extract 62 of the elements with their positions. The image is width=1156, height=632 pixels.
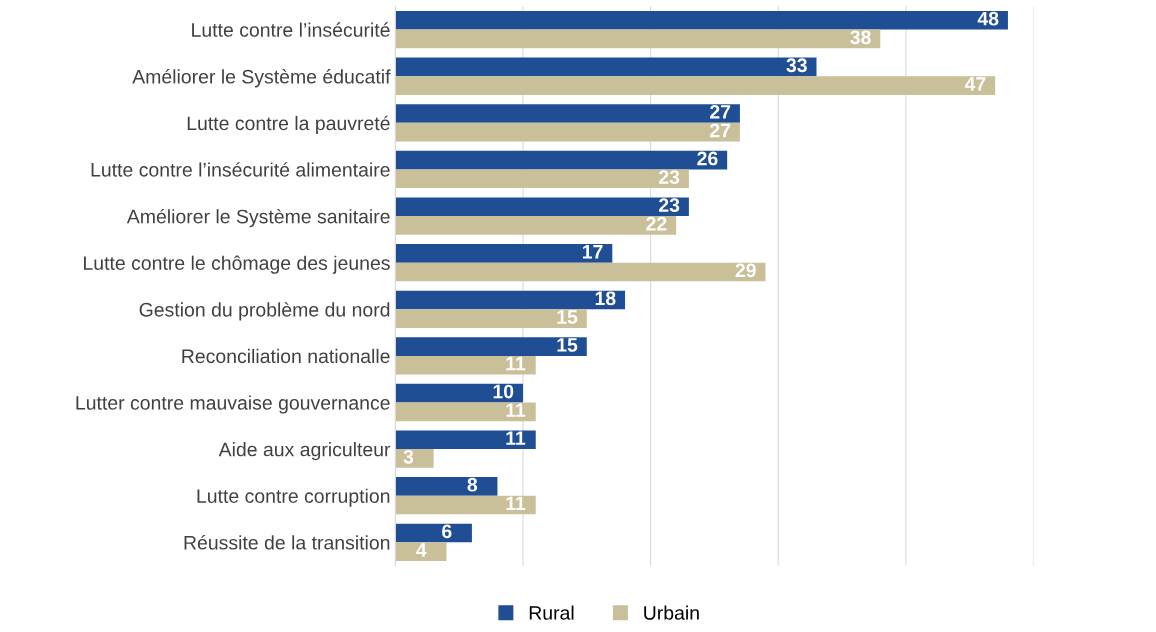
data-label: 23 — [659, 170, 680, 185]
data-label: 4 — [416, 543, 427, 557]
y-tick-label: Lutte contre le chômage des jeunes — [84, 255, 390, 274]
y-tick-label: Réussite de la transition — [184, 535, 390, 550]
data-label: 33 — [786, 58, 807, 73]
data-label: 48 — [977, 11, 999, 26]
y-tick-label: Améliorer le Système sanitaire — [126, 208, 390, 228]
y-tick-label: Gestion du problème du nord — [139, 302, 390, 321]
data-label: 3 — [403, 449, 414, 464]
bar — [395, 216, 677, 235]
bar — [395, 430, 536, 450]
data-label: 10 — [493, 384, 514, 399]
bar — [395, 355, 536, 375]
bar — [395, 542, 447, 561]
bar — [395, 495, 536, 515]
legend-label: Urbain — [644, 605, 699, 620]
y-tick-label: Lutte contre l’insécurité — [192, 22, 390, 37]
y-tick-label: Lutter contre mauvaise gouvernance — [76, 395, 390, 414]
y-tick-label: Lutte contre l’insécurité alimentaire — [91, 162, 390, 177]
bar — [395, 122, 740, 142]
bar — [395, 402, 536, 422]
bar — [395, 104, 740, 123]
bar — [395, 290, 626, 310]
bar — [395, 76, 996, 95]
data-label: 26 — [697, 151, 718, 166]
data-label: 11 — [506, 356, 526, 371]
data-label: 15 — [557, 310, 578, 324]
data-label: 17 — [582, 245, 603, 259]
y-tick-label: Lutte contre corruption — [197, 488, 390, 507]
data-label: 6 — [442, 524, 452, 539]
data-label: 47 — [964, 77, 986, 91]
data-label: 15 — [557, 338, 578, 352]
y-tick-label: Aide aux agriculteur — [218, 442, 391, 461]
bar — [395, 449, 434, 468]
bar — [395, 57, 817, 77]
y-tick-label: Lutte contre la pauvreté — [187, 115, 390, 135]
data-label: 23 — [659, 198, 680, 212]
data-label: 11 — [506, 496, 526, 511]
data-label: 27 — [710, 104, 731, 119]
data-label: 11 — [506, 403, 526, 417]
bar — [395, 10, 1008, 30]
bar — [395, 262, 766, 282]
data-label: 8 — [467, 477, 478, 492]
bar — [395, 337, 587, 356]
bar — [395, 169, 689, 189]
bar — [395, 477, 498, 496]
bar — [395, 244, 613, 263]
bar — [395, 150, 728, 170]
y-tick-label: Améliorer le Système éducatif — [132, 69, 391, 88]
data-label: 11 — [506, 431, 526, 445]
data-label: 38 — [850, 30, 871, 45]
data-label: 29 — [735, 263, 756, 278]
y-tick-label: Reconciliation nationalle — [182, 348, 390, 364]
bar — [395, 383, 523, 403]
bar — [395, 523, 472, 543]
data-label: 22 — [646, 216, 667, 231]
legend-label: Rural — [529, 605, 574, 620]
bar — [395, 309, 587, 328]
bar — [395, 29, 881, 49]
data-label: 18 — [595, 291, 616, 306]
bar — [395, 197, 689, 217]
data-label: 27 — [710, 123, 731, 138]
